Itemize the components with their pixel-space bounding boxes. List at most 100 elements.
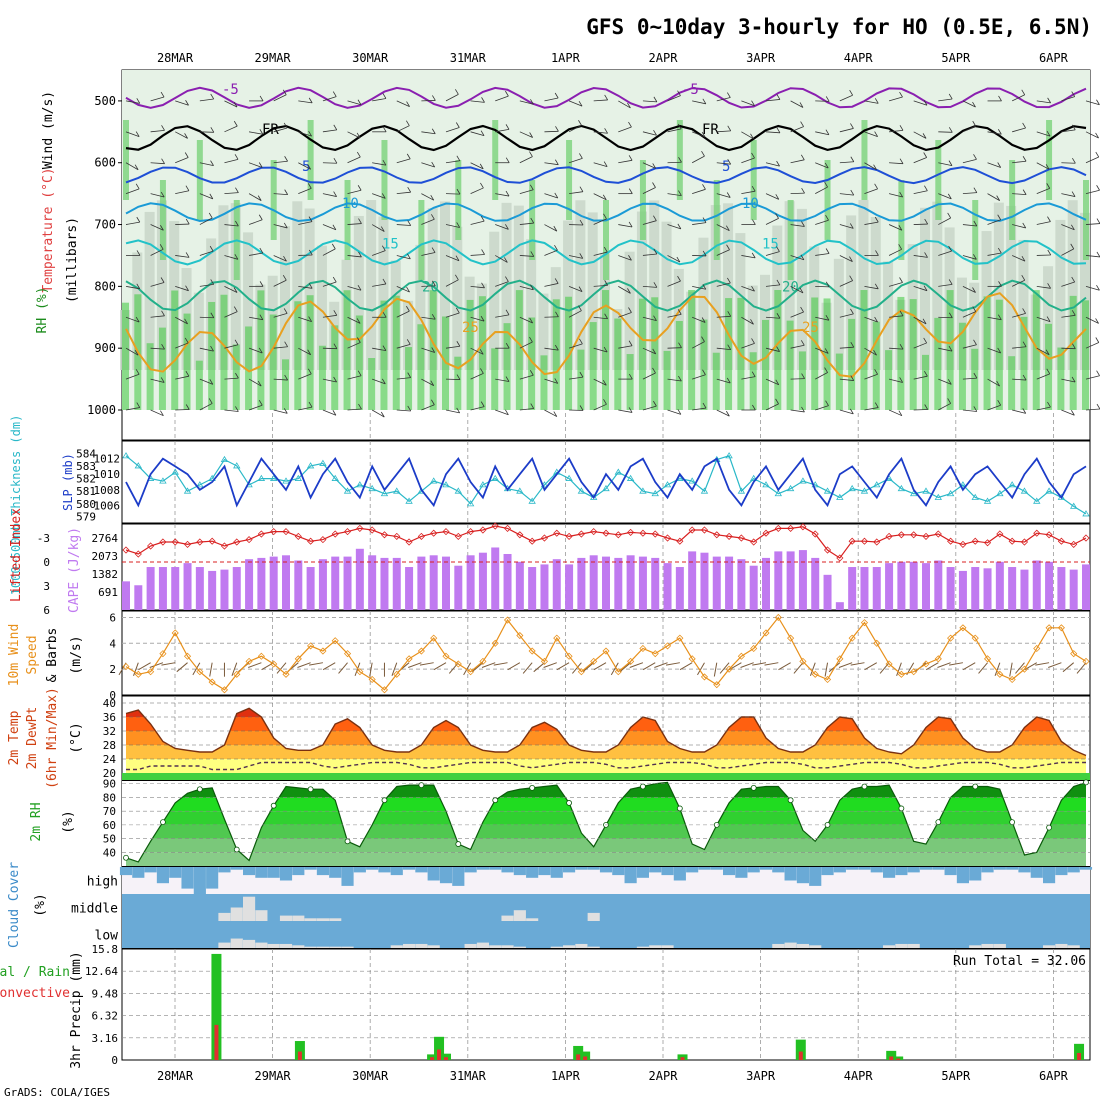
cape-bar — [971, 567, 979, 610]
cloud-high-bar — [748, 867, 760, 872]
rh-shade-high — [934, 318, 941, 410]
cloud-high-bar — [157, 867, 169, 883]
contour-label: -5 — [222, 82, 239, 98]
cloud-middle-bar — [243, 897, 255, 921]
ylabel-wind: Wind (m/s) — [41, 91, 56, 169]
precip-convective-bar — [298, 1052, 302, 1060]
cape-bar — [984, 568, 992, 610]
cloud-middle-bar — [292, 916, 304, 921]
rh-shade-high — [319, 346, 326, 410]
cape-bar — [233, 567, 241, 610]
pressure-tick: 700 — [94, 218, 116, 232]
contour-label: FR — [262, 122, 279, 138]
cloud-high-bar — [169, 867, 181, 878]
rh-shade-mid — [366, 200, 376, 370]
cloud-low-bar — [772, 944, 784, 948]
cape-bar — [307, 567, 315, 610]
cloud-low-bar — [218, 943, 230, 948]
rh-tick: 70 — [103, 805, 116, 818]
cloud-high-bar — [981, 867, 993, 872]
cape-bar — [356, 549, 364, 610]
cloud-high-bar — [120, 867, 132, 875]
cape-bar — [725, 557, 733, 610]
credit-label: GrADS: COLA/IGES — [4, 1086, 110, 1099]
surface-wind-barb — [557, 663, 569, 670]
rh-shade-high — [147, 343, 154, 410]
rh-shade-high — [331, 325, 338, 410]
rh-shade-column — [825, 160, 831, 240]
surface-wind-barb — [262, 663, 274, 670]
rh-tick: 90 — [103, 778, 116, 791]
rh-shade-high — [799, 351, 806, 410]
surface-wind-barb — [865, 663, 877, 670]
precip-convective-bar — [1077, 1053, 1081, 1060]
rh-shade-high — [848, 319, 855, 410]
rh-point — [899, 806, 904, 811]
cape-bar — [700, 553, 708, 610]
surface-wind-barb — [177, 663, 188, 672]
ylabel-temperature: Temperature (°C) — [41, 167, 56, 292]
rh-shade-high — [1045, 324, 1052, 410]
cloud-high-bar — [1018, 867, 1030, 872]
rh-band — [122, 852, 1090, 866]
cloud-low-bar — [391, 945, 403, 948]
cloud-high-bar — [1043, 867, 1055, 883]
cloud-high-bar — [858, 867, 870, 870]
cloud-low-bar — [292, 945, 304, 948]
ylabel-10m-wind: 10m Wind — [7, 624, 22, 687]
cloud-high-bar — [686, 867, 698, 872]
cloud-low-bar — [280, 944, 292, 948]
rh-point — [567, 800, 572, 805]
cloud-high-bar — [698, 867, 710, 870]
rh-shade-high — [208, 302, 215, 410]
rh-shade-high — [553, 299, 560, 410]
cloud-high-bar — [231, 867, 243, 870]
cloud-high-bar — [661, 867, 673, 875]
rh-point — [973, 784, 978, 789]
surface-wind-barb — [472, 663, 483, 672]
ylabel-rh-unit: (%) — [61, 810, 76, 833]
bottom-date-tick: 4APR — [844, 1069, 874, 1083]
cloud-high-bar — [994, 867, 1006, 870]
cape-bar — [565, 564, 573, 610]
bottom-date-tick: 3APR — [746, 1069, 776, 1083]
cape-bar — [762, 558, 770, 610]
cloud-high-bar — [415, 867, 427, 872]
temp-tick: 40 — [103, 697, 116, 710]
cape-bar — [713, 557, 721, 610]
cloud-high-bar — [895, 867, 907, 875]
rh-shade-high — [971, 349, 978, 410]
cape-bar — [664, 563, 672, 610]
surface-wind-barb — [420, 663, 434, 665]
top-date-tick: 3APR — [746, 51, 776, 65]
cloud-high-bar — [378, 867, 390, 872]
wind-tick: 4 — [109, 637, 116, 650]
rh-shade-high — [984, 296, 991, 410]
surface-wind-barb — [323, 663, 335, 670]
contour-label: 10 — [342, 196, 359, 212]
cloud-high-bar — [489, 867, 501, 870]
cloud-high-bar — [354, 867, 366, 872]
cape-bar — [577, 558, 585, 610]
rh-shade-high — [220, 295, 227, 410]
cape-bar — [651, 558, 659, 610]
cloud-high-bar — [428, 867, 440, 881]
wind-barb — [963, 410, 977, 411]
bottom-date-tick: 29MAR — [255, 1069, 292, 1083]
pressure-tick: 800 — [94, 279, 116, 293]
surface-wind-barb — [594, 663, 606, 670]
ylabel-temp-unit: (°C) — [69, 722, 84, 753]
surface-wind-barb — [794, 663, 803, 674]
cloud-middle-bar — [501, 916, 513, 921]
cloud-high-bar — [1006, 867, 1018, 870]
rh-shade-high — [627, 354, 634, 410]
cape-bar — [934, 561, 942, 610]
slp-tick: 1006 — [94, 499, 121, 512]
cloud-low-bar — [231, 939, 243, 948]
cloud-middle-bar — [231, 908, 243, 922]
cape-bar — [848, 567, 856, 610]
cape-bar — [294, 561, 302, 610]
cape-bar — [257, 558, 265, 610]
